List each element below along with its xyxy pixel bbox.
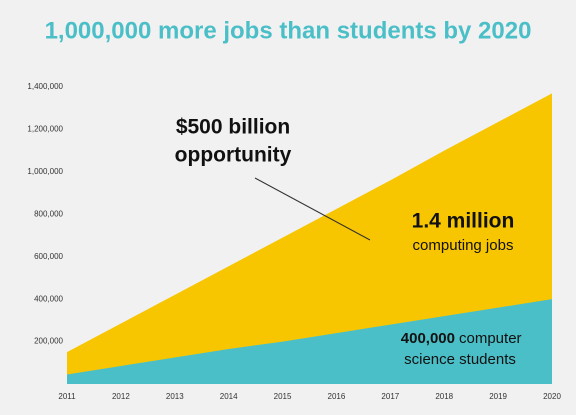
- annotation: $500 billion: [176, 116, 290, 139]
- y-tick-label: 400,000: [34, 294, 63, 303]
- x-tick-label: 2017: [381, 392, 399, 401]
- annotation: computing jobs: [413, 237, 514, 254]
- x-tick-label: 2020: [543, 392, 561, 401]
- annotation: 400,000: [401, 330, 455, 347]
- annotation: computer: [459, 330, 522, 347]
- y-tick-label: 1,200,000: [27, 125, 63, 134]
- x-tick-label: 2018: [435, 392, 453, 401]
- y-tick-label: 800,000: [34, 209, 63, 218]
- y-tick-label: 200,000: [34, 337, 63, 346]
- y-tick-label: 1,400,000: [27, 82, 63, 91]
- annotation: 1.4 million: [412, 210, 515, 233]
- x-tick-label: 2014: [220, 392, 238, 401]
- annotation: opportunity: [175, 144, 292, 167]
- x-tick-label: 2012: [112, 392, 130, 401]
- y-tick-label: 1,000,000: [27, 167, 63, 176]
- x-tick-label: 2019: [489, 392, 507, 401]
- x-tick-label: 2013: [166, 392, 184, 401]
- x-tick-label: 2015: [274, 392, 292, 401]
- area: [67, 93, 552, 384]
- chart-title: 1,000,000 more jobs than students by 202…: [45, 17, 532, 44]
- plot-area: [67, 93, 552, 384]
- y-tick-label: 600,000: [34, 252, 63, 261]
- area: [67, 299, 552, 384]
- x-tick-label: 2011: [58, 392, 76, 401]
- leader-line: [254, 177, 371, 241]
- x-tick-label: 2016: [328, 392, 346, 401]
- annotation: science students: [404, 351, 516, 368]
